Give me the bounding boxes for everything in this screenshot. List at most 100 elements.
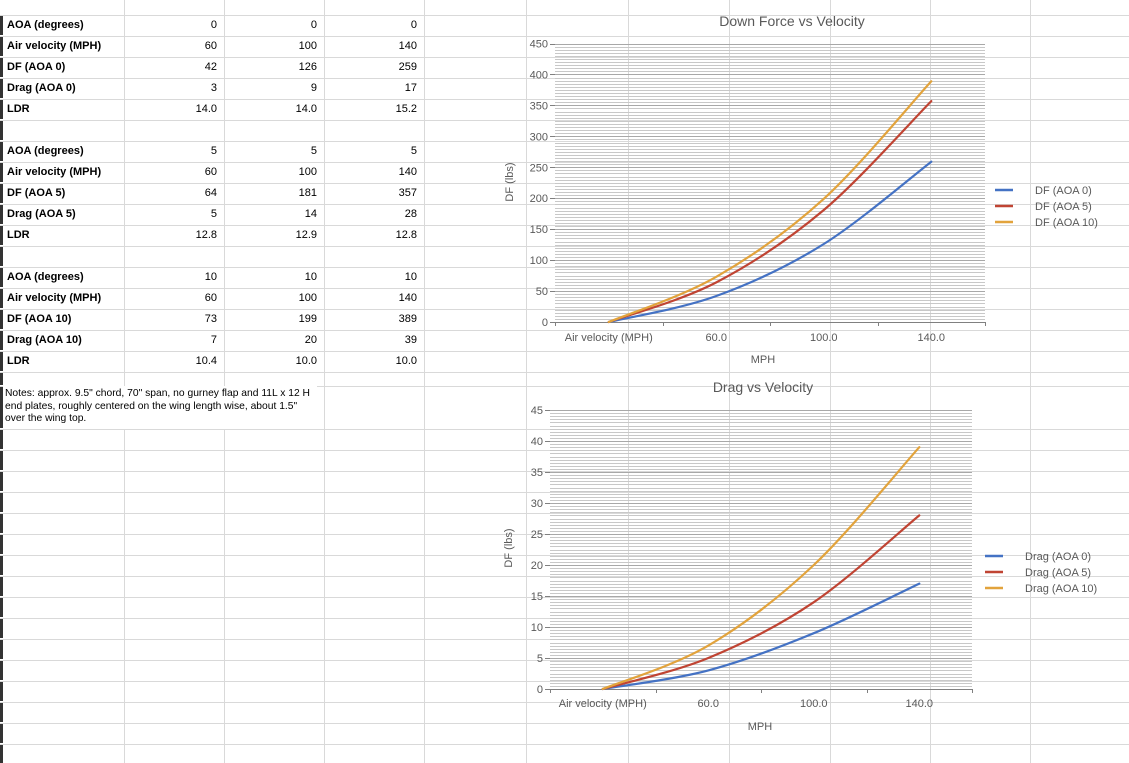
cell[interactable]: 73	[204, 313, 217, 325]
x-tick-label: 100.0	[800, 698, 828, 710]
cell[interactable]: 10.0	[295, 355, 317, 367]
cell[interactable]: 7	[210, 334, 217, 346]
cell[interactable]: 10	[204, 271, 217, 283]
cell[interactable]: 100	[298, 292, 317, 304]
cell[interactable]: 10	[404, 271, 417, 283]
row-label[interactable]: Air velocity (MPH)	[7, 40, 102, 52]
row-label[interactable]: Drag (AOA 10)	[7, 334, 82, 346]
row-header-edge-segment	[0, 598, 3, 617]
legend: Drag (AOA 0) Drag (AOA 5) Drag (AOA 10)	[985, 551, 1097, 595]
legend-label: Drag (AOA 0)	[1025, 551, 1091, 563]
y-tick-label: 300	[530, 131, 548, 143]
cell[interactable]: 15.2	[395, 103, 417, 115]
chart-title: Drag vs Velocity	[713, 379, 813, 395]
cell[interactable]: 9	[310, 82, 317, 94]
cell[interactable]: 199	[298, 313, 317, 325]
cell[interactable]: 181	[298, 187, 317, 199]
cell[interactable]: 28	[404, 208, 417, 220]
cell[interactable]: 5	[210, 208, 217, 220]
series-line-drag-aoa-5[interactable]	[601, 514, 921, 691]
row-header-edge-segment	[0, 16, 3, 35]
row-label[interactable]: LDR	[7, 355, 30, 367]
y-tick-label: 15	[531, 591, 543, 603]
drag-vs-velocity-chart[interactable]: 0 5 10 15 20 25 30 35 40 45 Air velocity (MPH) 60.0…	[503, 379, 1097, 733]
y-tick-label: 35	[531, 467, 543, 479]
cell[interactable]: 42	[204, 61, 217, 73]
cell[interactable]: 60	[204, 40, 217, 52]
series-line-df-aoa-10[interactable]	[607, 80, 933, 324]
row-header-edge-segment	[0, 514, 3, 533]
cell[interactable]: 14	[304, 208, 317, 220]
row-header-edge-segment	[0, 184, 3, 203]
cell[interactable]: 60	[204, 292, 217, 304]
cell[interactable]: 12.9	[295, 229, 317, 241]
legend-item-drag-aoa-5[interactable]: Drag (AOA 5)	[985, 567, 1091, 579]
cell[interactable]: 60	[204, 166, 217, 178]
row-label[interactable]: Air velocity (MPH)	[7, 292, 102, 304]
row-label[interactable]: LDR	[7, 103, 30, 115]
legend-item-df-aoa-5[interactable]: DF (AOA 5)	[995, 201, 1092, 213]
cell[interactable]: 259	[398, 61, 417, 73]
cell[interactable]: 140	[398, 292, 417, 304]
cell[interactable]: 389	[398, 313, 417, 325]
cell[interactable]: 5	[310, 145, 317, 157]
cell[interactable]: 20	[304, 334, 317, 346]
legend-item-df-aoa-0[interactable]: DF (AOA 0)	[995, 185, 1092, 197]
cell[interactable]: 3	[210, 82, 217, 94]
row-label[interactable]: DF (AOA 0)	[7, 61, 66, 73]
row-label[interactable]: Drag (AOA 5)	[7, 208, 76, 220]
cell[interactable]: 5	[410, 145, 417, 157]
cell[interactable]: 10.0	[395, 355, 417, 367]
row-label[interactable]: DF (AOA 10)	[7, 313, 72, 325]
row-label[interactable]: AOA (degrees)	[7, 271, 84, 283]
cell[interactable]: 0	[210, 19, 217, 31]
row-header-edge-segment	[0, 661, 3, 680]
cell[interactable]: 126	[298, 61, 317, 73]
series-line-drag-aoa-0[interactable]	[601, 582, 921, 691]
cell[interactable]: 14.0	[295, 103, 317, 115]
legend-item-df-aoa-10[interactable]: DF (AOA 10)	[995, 217, 1098, 229]
cell[interactable]: 0	[410, 19, 417, 31]
notes-cell[interactable]: Notes: approx. 9.5" chord, 70" span, no …	[3, 386, 317, 429]
legend-item-drag-aoa-0[interactable]: Drag (AOA 0)	[985, 551, 1091, 563]
x-tick-label: 140.0	[917, 332, 945, 344]
cell[interactable]: 0	[310, 19, 317, 31]
y-tick-label: 200	[530, 193, 548, 205]
cell[interactable]: 12.8	[395, 229, 417, 241]
row-label[interactable]: Air velocity (MPH)	[7, 166, 102, 178]
cell[interactable]: 357	[398, 187, 417, 199]
series-line-df-aoa-5[interactable]	[607, 100, 933, 324]
cell[interactable]: 12.8	[195, 229, 217, 241]
row-header-edge-segment	[0, 430, 3, 449]
row-header-edge-segment	[0, 387, 3, 428]
legend-item-drag-aoa-10[interactable]: Drag (AOA 10)	[985, 583, 1097, 595]
y-tick-label: 5	[537, 653, 543, 665]
cell[interactable]: 14.0	[195, 103, 217, 115]
y-tick-label: 0	[537, 684, 543, 696]
cell[interactable]: 10.4	[195, 355, 217, 367]
cell[interactable]: 5	[210, 145, 217, 157]
row-label[interactable]: DF (AOA 5)	[7, 187, 66, 199]
cell[interactable]: 17	[404, 82, 417, 94]
cell[interactable]: 64	[204, 187, 217, 199]
cell[interactable]: 140	[398, 40, 417, 52]
row-header-edge-segment	[0, 373, 3, 385]
row-header-edge-segment	[0, 37, 3, 56]
down-force-vs-velocity-chart[interactable]: 0 50 100 150 200 250 300 350 400 450 Air velocity …	[504, 13, 1098, 366]
cell[interactable]: 100	[298, 166, 317, 178]
cell[interactable]: 100	[298, 40, 317, 52]
cell[interactable]: 10	[304, 271, 317, 283]
series-line-drag-aoa-10[interactable]	[601, 446, 921, 691]
cell[interactable]: 140	[398, 166, 417, 178]
cell[interactable]: 39	[404, 334, 417, 346]
row-label[interactable]: LDR	[7, 229, 30, 241]
row-label[interactable]: Drag (AOA 0)	[7, 82, 76, 94]
row-label[interactable]: AOA (degrees)	[7, 145, 84, 157]
legend-label: DF (AOA 10)	[1035, 217, 1098, 229]
y-axis-title: DF (lbs)	[504, 162, 516, 201]
row-header-edge-segment	[0, 352, 3, 371]
series-line-df-aoa-0[interactable]	[607, 160, 933, 324]
row-header-edge-segment	[0, 724, 3, 743]
row-header-edge-segment	[0, 745, 3, 763]
row-label[interactable]: AOA (degrees)	[7, 19, 84, 31]
